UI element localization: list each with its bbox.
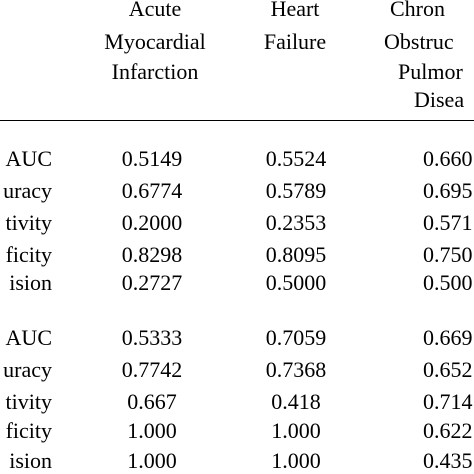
column-header-copd-line-4: Disea: [414, 87, 465, 112]
table-cell: 0.8298: [121, 242, 183, 267]
table-cell: 0.6774: [121, 178, 183, 203]
table-cell: 0.500: [423, 270, 473, 295]
row-label: ision: [9, 270, 52, 295]
table-cell: 0.5789: [265, 178, 327, 203]
table-cell: 1.000: [271, 418, 321, 443]
table-cell: 0.695: [423, 178, 473, 203]
table-cell: 0.8095: [265, 242, 327, 267]
table-cell: 0.652: [423, 357, 473, 382]
column-header-copd-line-2: Obstruc: [384, 29, 454, 54]
table-cell: 0.5149: [121, 146, 183, 171]
table-cell: 0.7742: [121, 357, 183, 382]
table-cell: 0.669: [423, 325, 473, 350]
row-label: tivity: [5, 210, 52, 235]
table-cell: 0.7059: [265, 325, 327, 350]
row-label: AUC: [5, 325, 52, 350]
column-header-acute-mi-line-3: Infarction: [111, 59, 199, 84]
row-label: tivity: [5, 389, 52, 414]
table-cell: 0.5524: [265, 146, 327, 171]
table-cell: 0.2000: [121, 210, 183, 235]
table-cell: 1.000: [127, 418, 177, 443]
table-cell: 1.000: [127, 448, 177, 473]
table-cell: 0.2727: [121, 270, 183, 295]
row-label: uracy: [3, 357, 52, 382]
row-label: AUC: [5, 146, 52, 171]
table-cell: 0.418: [271, 389, 321, 414]
column-header-copd-line-1: Chron: [390, 0, 445, 21]
table-cell: 0.750: [423, 242, 473, 267]
row-label: ision: [9, 448, 52, 473]
column-header-heart-failure-line-1: Heart: [270, 0, 320, 21]
column-header-heart-failure-line-2: Failure: [263, 29, 327, 54]
table-cell: 0.571: [423, 210, 473, 235]
table-cell: 0.435: [423, 448, 473, 473]
table-cell: 0.660: [423, 146, 473, 171]
table-cell: 0.5000: [265, 270, 327, 295]
column-header-acute-mi-line-1: Acute: [128, 0, 182, 21]
table-cell: 0.667: [127, 389, 177, 414]
column-header-acute-mi-line-2: Myocardial: [104, 29, 206, 54]
row-label: ficity: [5, 418, 52, 443]
column-header-copd-line-3: Pulmor: [398, 59, 463, 84]
table-cell: 0.714: [423, 389, 473, 414]
table-cell: 0.7368: [265, 357, 327, 382]
table-cell: 0.622: [423, 418, 473, 443]
row-label: ficity: [5, 242, 52, 267]
header-rule: [0, 120, 474, 121]
table-cell: 0.2353: [265, 210, 327, 235]
table-cell: 0.5333: [121, 325, 183, 350]
row-label: uracy: [3, 178, 52, 203]
table-cell: 1.000: [271, 448, 321, 473]
